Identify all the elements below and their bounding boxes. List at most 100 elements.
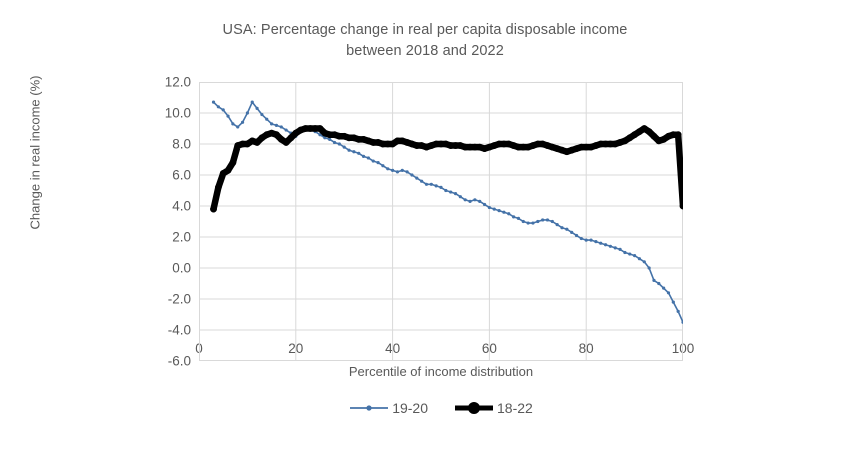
legend-item-18-22[interactable]: 18-22 [454, 400, 533, 416]
y-tick-label: 4.0 [172, 198, 191, 214]
series-marker-19-20 [332, 140, 337, 145]
series-marker-19-20 [536, 219, 540, 224]
series-marker-19-20 [391, 168, 395, 172]
series-marker-19-20 [236, 125, 240, 129]
series-marker-18-22 [369, 139, 377, 146]
series-marker-19-20 [381, 164, 385, 168]
series-marker-19-20 [623, 250, 627, 255]
series-marker-18-22 [640, 125, 648, 132]
series-marker-19-20 [410, 173, 414, 177]
y-tick-label: 0.0 [172, 260, 191, 276]
series-marker-18-22 [253, 139, 261, 146]
series-marker-18-22 [394, 137, 401, 145]
series-marker-19-20 [473, 198, 477, 202]
y-tick-label: 10.0 [164, 105, 191, 121]
series-marker-18-22 [311, 125, 319, 132]
legend-label-18-22: 18-22 [497, 400, 533, 416]
series-marker-18-22 [452, 142, 459, 149]
series-marker-18-22 [674, 131, 682, 139]
series-marker-18-22 [519, 143, 527, 151]
series-marker-18-22 [335, 132, 343, 140]
series-marker-18-22 [495, 140, 503, 148]
series-marker-19-20 [274, 123, 279, 127]
series-marker-18-22 [239, 140, 246, 148]
series-marker-19-20 [323, 136, 327, 140]
plot-svg [198, 81, 687, 362]
x-tick-label: 100 [671, 341, 695, 356]
series-marker-19-20 [366, 156, 370, 160]
series-marker-18-22 [292, 129, 300, 137]
series-marker-19-20 [662, 286, 666, 290]
series-marker-18-22 [447, 142, 455, 149]
series-marker-18-22 [582, 143, 590, 151]
series-marker-18-22 [650, 132, 658, 140]
series-marker-19-20 [666, 291, 671, 295]
series-marker-18-22 [660, 135, 668, 143]
series-marker-19-20 [516, 216, 521, 220]
series-marker-18-22 [345, 134, 353, 142]
series-marker-19-20 [502, 210, 506, 214]
series-marker-18-22 [355, 135, 363, 143]
series-marker-19-20 [279, 125, 283, 129]
series-marker-18-22 [282, 139, 290, 146]
series-marker-19-20 [400, 168, 404, 172]
series-marker-19-20 [599, 241, 603, 245]
series-marker-18-22 [577, 143, 585, 151]
series-marker-19-20 [226, 114, 230, 118]
chart-legend: 19-20 18-22 [199, 400, 683, 416]
series-marker-19-20 [676, 309, 680, 313]
series-marker-19-20 [284, 128, 288, 132]
series-marker-19-20 [357, 151, 361, 155]
series-marker-19-20 [347, 148, 351, 152]
series-marker-18-22 [437, 140, 445, 148]
series-marker-19-20 [260, 112, 264, 117]
series-marker-19-20 [628, 252, 632, 256]
series-marker-19-20 [420, 179, 424, 183]
series-marker-18-22 [500, 140, 508, 148]
series-marker-19-20 [594, 240, 598, 244]
series-marker-18-22 [273, 131, 280, 139]
series-marker-18-22 [515, 143, 522, 151]
legend-item-19-20[interactable]: 19-20 [349, 400, 428, 416]
series-marker-19-20 [478, 199, 482, 203]
plot-area [198, 81, 687, 362]
series-marker-19-20 [265, 117, 269, 121]
series-marker-18-22 [214, 184, 222, 191]
series-marker-18-22 [461, 143, 469, 151]
series-marker-19-20 [405, 170, 409, 174]
y-tick-label: 12.0 [164, 74, 191, 90]
series-marker-19-20 [497, 209, 501, 213]
chart-title-line-2: between 2018 and 2022 [346, 43, 504, 59]
series-marker-19-20 [463, 198, 467, 202]
series-marker-19-20 [449, 190, 453, 194]
series-marker-19-20 [657, 281, 661, 286]
series-marker-19-20 [579, 236, 583, 241]
series-marker-18-22 [389, 140, 396, 148]
series-marker-19-20 [584, 238, 588, 242]
series-marker-18-22 [210, 205, 217, 213]
series-marker-19-20 [603, 243, 608, 247]
series-marker-19-20 [647, 266, 651, 270]
legend-key-18-22-icon [455, 402, 493, 414]
series-marker-19-20 [589, 238, 593, 242]
series-marker-18-22 [626, 134, 634, 142]
chart-title-line-1: USA: Percentage change in real per capit… [222, 22, 628, 38]
series-marker-19-20 [570, 230, 574, 234]
series-marker-19-20 [652, 278, 656, 282]
series-marker-19-20 [526, 221, 530, 225]
y-tick-label: 6.0 [172, 167, 191, 183]
series-marker-19-20 [337, 142, 341, 146]
y-tick-label: 8.0 [172, 136, 191, 152]
series-marker-19-20 [386, 167, 390, 171]
series-marker-19-20 [608, 244, 612, 248]
series-marker-19-20 [255, 106, 259, 110]
series-marker-19-20 [613, 246, 617, 250]
series-marker-19-20 [318, 133, 322, 137]
series-marker-19-20 [637, 257, 642, 261]
series-marker-19-20 [545, 218, 550, 222]
series-marker-19-20 [521, 219, 525, 224]
series-marker-19-20 [482, 202, 487, 207]
series-marker-18-22 [413, 142, 421, 149]
series-marker-18-22 [258, 134, 266, 142]
series-marker-19-20 [618, 247, 622, 251]
